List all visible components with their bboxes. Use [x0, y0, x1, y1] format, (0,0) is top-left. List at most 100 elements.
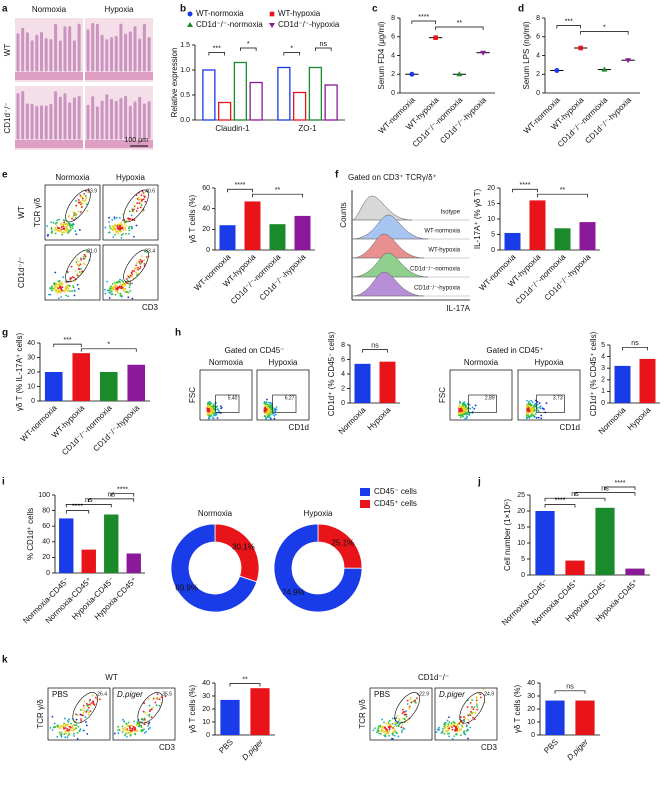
flow-event — [49, 287, 51, 289]
flow-event — [534, 412, 537, 415]
gate-value: 35.5 — [162, 691, 172, 697]
flow-x-label: CD3 — [159, 743, 176, 752]
flow-x-label: CD3 — [142, 303, 159, 312]
flow-event — [81, 197, 84, 200]
flow-event — [446, 725, 448, 728]
flow-event — [402, 727, 405, 729]
flow-event — [60, 286, 63, 289]
flow-event — [134, 728, 137, 731]
flow-event — [264, 410, 267, 413]
flow-event — [401, 708, 404, 711]
flow-event — [147, 722, 150, 725]
flow-event — [269, 406, 271, 409]
flow-header: WT — [105, 673, 118, 682]
y-tick-label: 10 — [202, 719, 210, 726]
flow-event — [133, 219, 136, 222]
flow-event — [56, 735, 59, 738]
flow-event — [401, 717, 404, 720]
flow-event — [475, 695, 478, 698]
y-tick-label: 40 — [527, 680, 535, 687]
flow-event — [443, 725, 446, 728]
flow-event — [383, 726, 386, 729]
histogram-track — [351, 214, 429, 240]
flow-event — [47, 233, 49, 236]
panel-letter: e — [2, 170, 8, 181]
column-label: Hypoxia — [535, 358, 564, 367]
flow-event — [124, 732, 127, 735]
column-label: Normoxia — [32, 5, 67, 14]
y-tick-label: 30 — [527, 693, 535, 700]
flow-event — [216, 405, 219, 408]
x-tick-label: Claudin-1 — [215, 124, 250, 133]
flow-event — [129, 729, 132, 732]
flow-event — [60, 731, 63, 734]
y-tick-label: 0 — [206, 247, 210, 254]
flow-gate — [215, 394, 240, 413]
flow-event — [395, 717, 398, 719]
flow-event — [60, 289, 63, 291]
y-tick-label: 25 — [517, 492, 525, 499]
bar — [324, 84, 338, 121]
sig-label: **** — [555, 497, 566, 504]
flow-event — [76, 273, 79, 275]
flow-event — [77, 288, 80, 290]
bar — [565, 560, 585, 575]
flow-event — [527, 402, 530, 404]
flow-event — [49, 293, 52, 296]
flow-event — [128, 284, 131, 287]
flow-event — [112, 287, 115, 290]
flow-event — [454, 728, 457, 731]
flow-event — [56, 219, 59, 222]
flow-event — [60, 223, 62, 226]
flow-event — [212, 417, 215, 420]
flow-event — [117, 229, 120, 232]
bar — [126, 553, 141, 573]
flow-event — [135, 210, 138, 212]
bar — [575, 700, 595, 735]
flow-event — [51, 715, 54, 718]
flow-event — [121, 731, 124, 733]
y-tick-label: 30 — [27, 354, 35, 361]
y-tick-label: 10 — [527, 719, 535, 726]
flow-event — [128, 210, 131, 213]
flow-event — [475, 702, 478, 705]
flow-event — [73, 724, 76, 727]
sig-bracket — [315, 47, 332, 51]
flow-event — [58, 227, 61, 230]
flow-event — [121, 225, 124, 227]
y-tick-label: 8 — [341, 342, 345, 349]
flow-event — [388, 727, 391, 730]
flow-event — [108, 291, 110, 294]
mean-marker — [601, 66, 608, 72]
bar — [595, 507, 615, 575]
flow-gate — [72, 692, 98, 724]
flow-event — [122, 728, 125, 731]
flow-event — [76, 263, 79, 265]
flow-event — [66, 723, 69, 726]
flow-event — [462, 406, 465, 408]
flow-event — [67, 222, 70, 224]
flow-event — [448, 716, 450, 719]
histogram-header: Gated on CD3⁺ TCRγ/δ⁺ — [348, 173, 437, 182]
flow-event — [140, 260, 143, 263]
donut-label: 74.9% — [282, 588, 305, 597]
y-tick-label: 20 — [517, 508, 525, 515]
y-tick-label: 5 — [521, 556, 525, 563]
flow-event — [266, 412, 269, 415]
flow-event — [129, 734, 132, 737]
flow-event — [81, 270, 84, 273]
flow-event — [397, 720, 400, 723]
flow-event — [63, 221, 66, 224]
bar — [249, 81, 263, 121]
flow-event — [62, 228, 64, 230]
flow-event — [143, 728, 145, 731]
flow-event — [55, 225, 58, 227]
mean-marker — [554, 68, 560, 73]
flow-event — [110, 285, 112, 288]
flow-event — [529, 402, 532, 405]
flow-event — [119, 230, 121, 233]
flow-event — [406, 720, 409, 723]
flow-event — [380, 732, 382, 735]
y-tick-label: 8 — [391, 15, 395, 22]
flow-event — [141, 190, 144, 193]
